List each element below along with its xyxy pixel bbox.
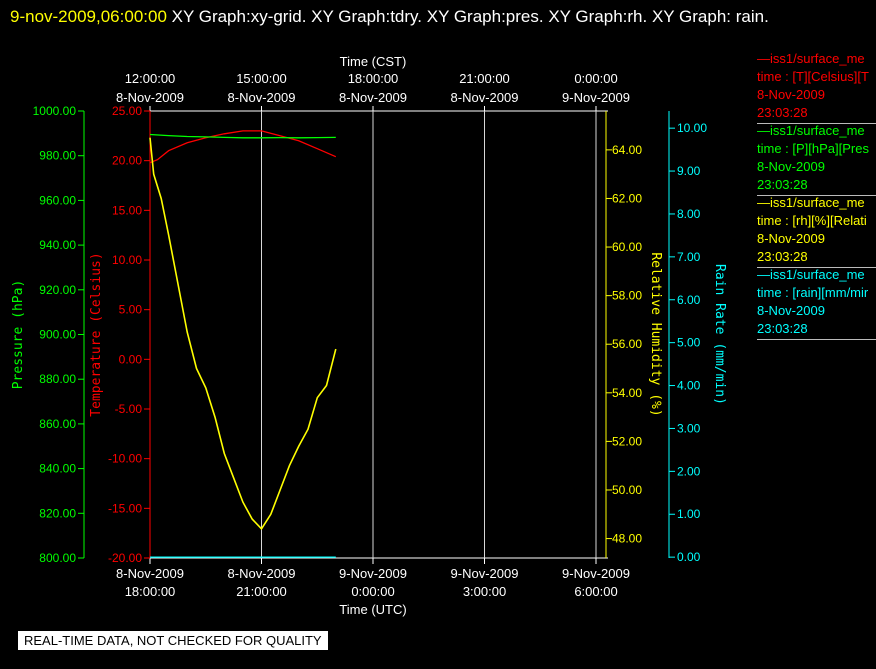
x-top-tick-label: 12:00:00 (125, 71, 176, 86)
pressure-tick-label: 840.00 (39, 462, 76, 476)
humidity-tick-label: 60.00 (612, 240, 642, 254)
rain-tick-label: 1.00 (677, 507, 701, 521)
rain-tick-label: 5.00 (677, 336, 701, 350)
pressure-tick-label: 980.00 (39, 149, 76, 163)
pressure-series-line (149, 133, 336, 139)
x-bottom-tick-date: 9-Nov-2009 (562, 566, 630, 581)
pressure-tick-label: 960.00 (39, 193, 76, 207)
temperature-axis-title: Temperature (Celsius) (89, 252, 104, 416)
legend-line2: time : [P][hPa][Pres (757, 141, 869, 156)
humidity-tick-label: 58.00 (612, 289, 642, 303)
rain-tick-label: 6.00 (677, 293, 701, 307)
x-top-axis-title: Time (CST) (340, 54, 407, 69)
humidity-tick-label: 64.00 (612, 143, 642, 157)
header-date: 9-nov-2009,06:00:00 (10, 7, 167, 26)
temperature-tick-label: 5.00 (119, 303, 143, 317)
legend-line2: time : [T][Celsius][T (757, 69, 869, 84)
temperature-tick-label: -10.00 (108, 452, 142, 466)
header-titles: XY Graph:xy-grid. XY Graph:tdry. XY Grap… (166, 7, 769, 26)
pressure-tick-label: 940.00 (39, 238, 76, 252)
x-bottom-tick-label: 18:00:00 (125, 584, 176, 599)
pressure-tick-label: 820.00 (39, 506, 76, 520)
x-bottom-tick-label: 6:00:00 (574, 584, 617, 599)
pressure-axis-title: Pressure (hPa) (11, 280, 26, 390)
rain-tick-label: 8.00 (677, 207, 701, 221)
x-top-tick-date: 8-Nov-2009 (228, 90, 296, 105)
temperature-tick-label: 10.00 (112, 253, 142, 267)
legend-line2: time : [rh][%][Relati (757, 213, 867, 228)
legend-name: —iss1/surface_me (757, 195, 865, 210)
temperature-tick-label: -15.00 (108, 501, 142, 515)
pressure-tick-label: 800.00 (39, 551, 76, 565)
x-top-tick-date: 8-Nov-2009 (116, 90, 184, 105)
quality-banner: REAL-TIME DATA, NOT CHECKED FOR QUALITY (18, 631, 328, 650)
x-top-tick-date: 9-Nov-2009 (562, 90, 630, 105)
x-bottom-tick-label: 3:00:00 (463, 584, 506, 599)
temperature-tick-label: 25.00 (112, 104, 142, 118)
legend-date: 8-Nov-2009 (757, 87, 825, 102)
x-bottom-tick-date: 8-Nov-2009 (228, 566, 296, 581)
x-top-tick-date: 8-Nov-2009 (339, 90, 407, 105)
rain-tick-label: 3.00 (677, 421, 701, 435)
humidity-axis-title: Relative Humidity (%) (648, 252, 663, 416)
graph-header: 9-nov-2009,06:00:00 XY Graph:xy-grid. XY… (10, 2, 870, 31)
humidity-tick-label: 56.00 (612, 337, 642, 351)
humidity-tick-label: 62.00 (612, 191, 642, 205)
pressure-tick-label: 1000.00 (33, 104, 77, 118)
rain-tick-label: 0.00 (677, 550, 701, 564)
x-top-tick-label: 15:00:00 (236, 71, 287, 86)
temperature-tick-label: 15.00 (112, 203, 142, 217)
temperature-tick-label: -20.00 (108, 551, 142, 565)
x-top-tick-date: 8-Nov-2009 (451, 90, 519, 105)
temperature-tick-label: -5.00 (115, 402, 143, 416)
pressure-tick-label: 920.00 (39, 283, 76, 297)
rain-tick-label: 7.00 (677, 250, 701, 264)
legend-line2: time : [rain][mm/mir (757, 285, 869, 300)
x-bottom-tick-date: 9-Nov-2009 (339, 566, 407, 581)
pressure-tick-label: 900.00 (39, 328, 76, 342)
pressure-tick-label: 880.00 (39, 372, 76, 386)
rain-tick-label: 4.00 (677, 379, 701, 393)
humidity-tick-label: 48.00 (612, 532, 642, 546)
legend-time: 23:03:28 (757, 105, 808, 120)
pressure-tick-label: 860.00 (39, 417, 76, 431)
humidity-tick-label: 50.00 (612, 483, 642, 497)
x-bottom-tick-label: 0:00:00 (351, 584, 394, 599)
temperature-tick-label: 20.00 (112, 154, 142, 168)
temperature-tick-label: 0.00 (119, 352, 143, 366)
x-bottom-tick-date: 9-Nov-2009 (451, 566, 519, 581)
x-bottom-axis-title: Time (UTC) (339, 602, 406, 617)
legend-name: —iss1/surface_me (757, 51, 865, 66)
x-bottom-tick-date: 8-Nov-2009 (116, 566, 184, 581)
legend-name: —iss1/surface_me (757, 267, 865, 282)
temperature-series-line (149, 130, 337, 164)
humidity-tick-label: 52.00 (612, 434, 642, 448)
legend-date: 8-Nov-2009 (757, 231, 825, 246)
legend-time: 23:03:28 (757, 321, 808, 336)
legend-time: 23:03:28 (757, 249, 808, 264)
x-top-tick-label: 0:00:00 (574, 71, 617, 86)
rain-tick-label: 10.00 (677, 121, 707, 135)
legend-time: 23:03:28 (757, 177, 808, 192)
x-top-tick-label: 18:00:00 (348, 71, 399, 86)
legend-date: 8-Nov-2009 (757, 303, 825, 318)
humidity-series-line (149, 137, 337, 531)
x-bottom-tick-label: 21:00:00 (236, 584, 287, 599)
humidity-tick-label: 54.00 (612, 386, 642, 400)
x-top-tick-label: 21:00:00 (459, 71, 510, 86)
rain-axis-title: Rain Rate (mm/min) (712, 264, 727, 405)
legend-name: —iss1/surface_me (757, 123, 865, 138)
rain-tick-label: 9.00 (677, 164, 701, 178)
legend-date: 8-Nov-2009 (757, 159, 825, 174)
rain-tick-label: 2.00 (677, 464, 701, 478)
